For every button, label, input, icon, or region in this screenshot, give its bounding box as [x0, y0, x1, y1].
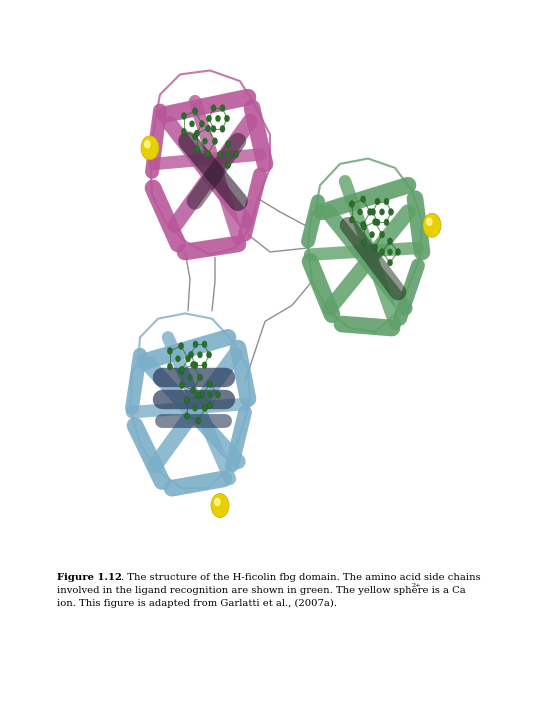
Circle shape — [179, 368, 184, 375]
Circle shape — [191, 361, 195, 368]
Text: Figure 1.12: Figure 1.12 — [57, 572, 122, 582]
Circle shape — [380, 248, 384, 256]
Circle shape — [199, 392, 205, 398]
Text: . The structure of the H-ficolin fbg domain. The amino acid side chains: . The structure of the H-ficolin fbg dom… — [121, 572, 481, 582]
Circle shape — [179, 382, 184, 389]
Circle shape — [361, 223, 367, 230]
Circle shape — [193, 341, 198, 348]
Circle shape — [375, 198, 380, 205]
Circle shape — [361, 239, 367, 246]
Circle shape — [211, 105, 216, 112]
Circle shape — [233, 151, 239, 158]
Circle shape — [206, 150, 211, 157]
Circle shape — [215, 392, 220, 398]
Circle shape — [427, 218, 432, 225]
Circle shape — [225, 115, 230, 122]
Circle shape — [207, 402, 213, 409]
Circle shape — [349, 201, 354, 207]
Circle shape — [220, 125, 225, 132]
Circle shape — [193, 405, 197, 411]
Circle shape — [203, 138, 207, 144]
Circle shape — [195, 418, 200, 424]
Circle shape — [368, 209, 373, 215]
Circle shape — [226, 152, 230, 157]
Circle shape — [388, 238, 393, 245]
Circle shape — [179, 343, 184, 349]
Circle shape — [207, 381, 213, 387]
Circle shape — [213, 138, 218, 145]
Circle shape — [195, 392, 200, 399]
Circle shape — [388, 259, 393, 266]
Circle shape — [176, 356, 180, 361]
Circle shape — [193, 108, 198, 114]
Circle shape — [208, 392, 212, 397]
Circle shape — [211, 493, 229, 518]
Circle shape — [198, 374, 202, 381]
Circle shape — [380, 231, 384, 238]
Circle shape — [384, 198, 389, 205]
Circle shape — [370, 209, 375, 215]
Circle shape — [375, 219, 380, 225]
Circle shape — [184, 397, 190, 404]
Circle shape — [206, 125, 211, 132]
Circle shape — [361, 221, 366, 228]
Circle shape — [384, 219, 389, 225]
Circle shape — [206, 115, 212, 122]
Circle shape — [186, 356, 191, 362]
Circle shape — [199, 120, 205, 127]
Circle shape — [193, 133, 198, 140]
Circle shape — [388, 209, 394, 215]
Circle shape — [373, 244, 377, 251]
Circle shape — [388, 249, 392, 255]
Circle shape — [202, 361, 207, 369]
Circle shape — [181, 128, 186, 135]
Circle shape — [202, 405, 207, 411]
Circle shape — [220, 105, 225, 112]
Circle shape — [214, 498, 220, 505]
Circle shape — [370, 232, 374, 238]
Circle shape — [218, 151, 222, 158]
Circle shape — [202, 341, 207, 348]
Text: involved in the ligand recognition are shown in green. The yellow sphere is a Ca: involved in the ligand recognition are s… — [57, 585, 465, 595]
Circle shape — [167, 348, 172, 354]
Circle shape — [423, 213, 441, 238]
Circle shape — [190, 121, 194, 127]
Circle shape — [198, 352, 202, 357]
Circle shape — [211, 125, 216, 132]
Circle shape — [380, 210, 384, 215]
Circle shape — [373, 219, 377, 225]
Circle shape — [216, 116, 220, 121]
Circle shape — [191, 387, 195, 393]
Circle shape — [145, 140, 150, 148]
Circle shape — [193, 361, 198, 369]
Circle shape — [395, 248, 401, 256]
Circle shape — [349, 217, 354, 223]
Text: 2+: 2+ — [412, 582, 422, 588]
Circle shape — [179, 366, 184, 373]
Circle shape — [358, 210, 362, 215]
Circle shape — [188, 374, 192, 380]
Circle shape — [141, 136, 159, 160]
Circle shape — [361, 196, 366, 202]
Circle shape — [184, 413, 190, 419]
Circle shape — [194, 130, 199, 137]
Text: ion. This figure is adapted from Garlatti et al., (2007a).: ion. This figure is adapted from Garlatt… — [57, 598, 337, 608]
Circle shape — [226, 162, 231, 168]
Circle shape — [188, 351, 193, 358]
Circle shape — [226, 140, 231, 147]
Circle shape — [194, 145, 199, 153]
Circle shape — [206, 351, 212, 358]
Circle shape — [167, 364, 172, 370]
Circle shape — [181, 112, 186, 120]
